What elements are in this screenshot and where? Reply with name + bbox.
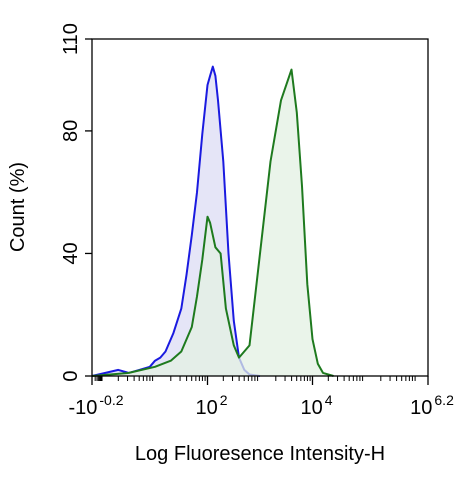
y-axis-ticks: 0 40 80 110: [60, 23, 92, 382]
y-tick-label: 40: [60, 242, 82, 264]
y-tick-label: 110: [60, 23, 82, 55]
x-axis-ticks: -10 -0.2 10 2 10 4 10 6.2: [68, 376, 454, 419]
series-layer: [91, 65, 334, 377]
plot-frame: [91, 38, 429, 377]
series-2-area: [92, 69, 334, 376]
y-axis-title: Count (%): [7, 162, 29, 252]
x-axis-title: Log Fluoresence Intensity-H: [135, 443, 385, 465]
x-tick-label: -10 -0.2: [68, 392, 123, 419]
y-tick-label: 0: [60, 370, 82, 381]
series-2-line: [91, 68, 334, 377]
series-1-line: [91, 65, 261, 377]
y-tick-label: 80: [60, 120, 82, 142]
x-tick-label: 10 2: [195, 392, 227, 419]
x-minor-ticks: [94, 376, 416, 381]
x-tick-label: 10 6.2: [410, 392, 454, 419]
x-tick-label: 10 4: [300, 392, 332, 419]
